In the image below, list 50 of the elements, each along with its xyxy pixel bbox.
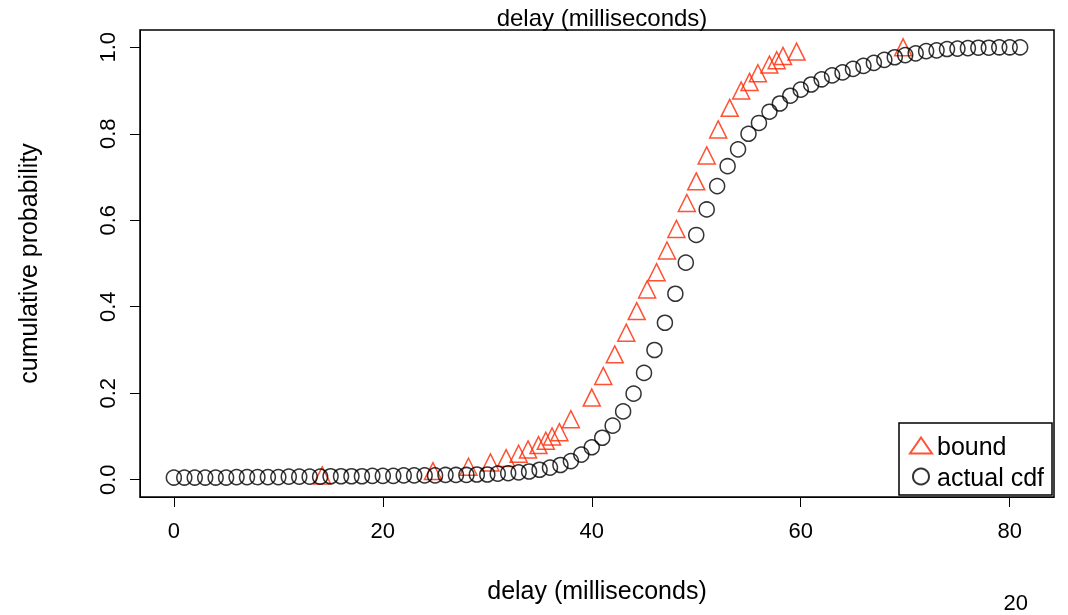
x-tick-label: 60 [788, 517, 813, 543]
point [542, 427, 562, 446]
chart-title: delay (milliseconds) [496, 3, 708, 31]
point [518, 440, 538, 459]
y-tick-label: 0.8 [94, 118, 120, 150]
point [687, 172, 706, 191]
point [677, 193, 697, 213]
point [509, 444, 528, 464]
point [605, 345, 625, 364]
point [697, 146, 716, 165]
y-tick-label: 0.6 [94, 204, 120, 236]
point [423, 461, 443, 481]
point [594, 366, 613, 386]
point [893, 38, 913, 57]
point [773, 46, 793, 66]
point [787, 42, 806, 61]
point [529, 435, 548, 455]
text: 20 [1003, 589, 1029, 615]
point [536, 431, 556, 451]
legend-label: bound [936, 431, 1007, 460]
point [740, 72, 759, 92]
point [496, 448, 516, 468]
point [708, 120, 728, 139]
x-tick-label: 40 [579, 517, 605, 543]
point [647, 262, 666, 282]
point [550, 422, 569, 442]
point [582, 388, 602, 407]
x-tick-label: 20 [370, 517, 396, 543]
point [459, 457, 478, 476]
point [481, 453, 500, 472]
point [561, 409, 581, 429]
point [760, 55, 779, 74]
x-axis-title: delay (milliseconds) [487, 575, 707, 604]
x-tick-label: 80 [997, 517, 1022, 543]
point [767, 51, 786, 70]
point [627, 301, 646, 321]
point [748, 63, 768, 83]
point [637, 280, 657, 299]
x-tick-label: 0 [167, 517, 180, 543]
point [657, 241, 677, 260]
y-tick-label: 1.0 [94, 32, 120, 63]
y-tick-label: 0.0 [94, 464, 120, 495]
y-tick-label: 0.2 [94, 377, 120, 409]
y-tick-label: 0.4 [94, 291, 120, 323]
y-axis-title: cumulative probability [13, 142, 42, 384]
point [667, 219, 686, 239]
point [720, 98, 739, 118]
point [731, 81, 751, 100]
legend-label: actual cdf [936, 462, 1045, 491]
point [617, 323, 636, 342]
